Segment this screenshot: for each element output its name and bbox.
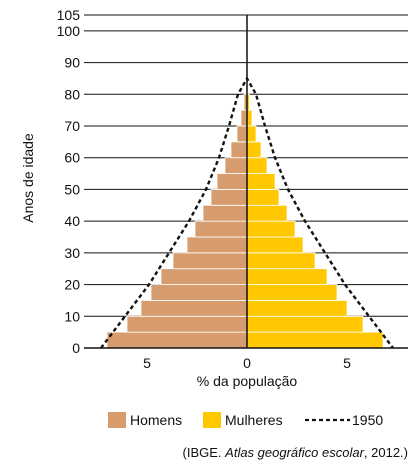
legend-item-1950: 1950 [305, 412, 383, 428]
women-bar [246, 300, 348, 317]
legend-label-homens: Homens [130, 412, 182, 428]
men-bar [106, 331, 248, 349]
y-tick-label: 50 [64, 181, 80, 197]
legend-label-1950: 1950 [352, 412, 383, 428]
women-bar [246, 220, 296, 238]
x-tick-labels: 5 0 5 [143, 355, 351, 371]
men-bar [186, 236, 248, 254]
women-bar [246, 268, 328, 285]
population-bars [106, 78, 384, 349]
y-tick-label: 90 [64, 55, 80, 71]
women-bar [246, 157, 268, 174]
women-bar [246, 252, 316, 270]
men-bar [216, 173, 248, 190]
men-bar [210, 189, 248, 206]
y-tick-label: 60 [64, 150, 80, 166]
women-bar [246, 315, 364, 333]
y-tick-label: 105 [57, 7, 81, 23]
men-bar [194, 220, 248, 238]
men-bar [230, 141, 248, 159]
y-tick-label: 80 [64, 86, 80, 102]
men-bar [160, 268, 248, 285]
y-axis-label: Anos de idade [20, 133, 36, 223]
legend-swatch-homens [108, 412, 126, 428]
men-bar [126, 315, 248, 333]
y-tick-label: 30 [64, 245, 80, 261]
women-bar [246, 284, 338, 301]
men-bar [140, 300, 248, 317]
x-axis-label: % da população [197, 373, 298, 389]
legend-item-mulheres: Mulheres [203, 412, 283, 428]
source-citation-end: , 2012.) [363, 445, 408, 460]
source-citation: (IBGE. Atlas geográfico escolar, 2012.) [183, 446, 408, 459]
y-tick-label: 10 [64, 308, 80, 324]
men-bar [236, 125, 248, 143]
y-tick-label: 100 [57, 23, 81, 39]
legend-swatch-mulheres [203, 412, 221, 428]
women-bar [246, 125, 257, 143]
women-bar [246, 141, 262, 159]
men-bar [172, 252, 248, 270]
x-tick-label: 0 [243, 355, 251, 371]
men-bar [224, 157, 248, 174]
men-bar [240, 109, 248, 127]
y-tick-label: 40 [64, 213, 80, 229]
x-tick-label: 5 [343, 355, 351, 371]
men-bar [150, 284, 248, 301]
source-citation-title: Atlas geográfico escolar [225, 445, 364, 460]
legend: Homens Mulheres 1950 [108, 412, 383, 428]
y-tick-label: 70 [64, 118, 80, 134]
line-1950 [100, 77, 394, 349]
legend-label-mulheres: Mulheres [225, 412, 283, 428]
women-bar [246, 173, 276, 190]
y-tick-label: 20 [64, 277, 80, 293]
legend-item-homens: Homens [108, 412, 182, 428]
women-bar [246, 189, 280, 206]
women-bar [246, 331, 384, 349]
y-tick-label: 0 [72, 340, 80, 356]
women-bar [246, 236, 304, 254]
men-bar [202, 204, 248, 222]
x-tick-label: 5 [143, 355, 151, 371]
women-bar [246, 204, 288, 222]
source-citation-start: (IBGE. [182, 445, 226, 460]
